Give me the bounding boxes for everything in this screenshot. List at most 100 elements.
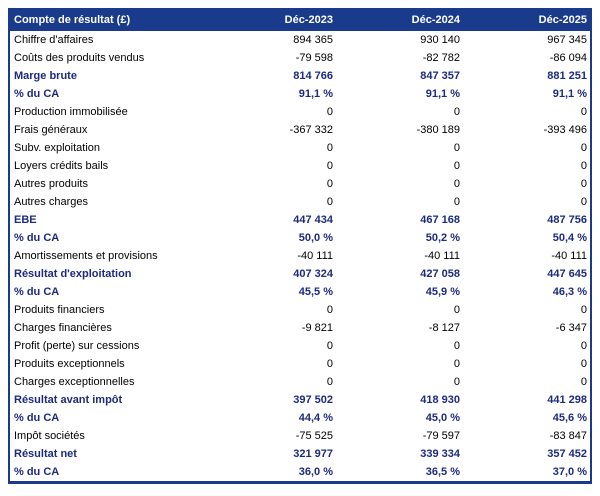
cell-value: 418 930 xyxy=(420,394,460,406)
table-row: Chiffre d'affaires 894 365 930 140 967 345 xyxy=(10,31,590,49)
cell-value: -79 597 xyxy=(422,430,460,442)
table-row: EBE 447 434 467 168 487 756 xyxy=(10,211,590,229)
cell-value: 467 168 xyxy=(420,214,460,226)
row-label: Impôt sociétés xyxy=(14,430,85,442)
row-label: % du CA xyxy=(14,412,60,424)
table-row: Frais généraux -367 332 -380 189 -393 496 xyxy=(10,121,590,139)
row-label: Produits financiers xyxy=(14,304,105,316)
cell-value: 0 xyxy=(580,196,587,208)
cell-value: 0 xyxy=(580,142,587,154)
row-label: EBE xyxy=(14,214,37,226)
table-row: Produits financiers 0 0 0 xyxy=(10,301,590,319)
cell-value: 814 766 xyxy=(293,70,333,82)
cell-value: 447 645 xyxy=(547,268,587,280)
column-header-dec-2023: Déc-2023 xyxy=(284,14,333,26)
cell-value: 397 502 xyxy=(293,394,333,406)
row-label: Produits exceptionnels xyxy=(14,358,125,370)
row-label: Résultat d'exploitation xyxy=(14,268,132,280)
table-row: % du CA 45,5 % 45,9 % 46,3 % xyxy=(10,283,590,301)
table-row: Marge brute 814 766 847 357 881 251 xyxy=(10,67,590,85)
table-row: % du CA 44,4 % 45,0 % 45,6 % xyxy=(10,409,590,427)
cell-value: 91,1 % xyxy=(298,88,333,100)
cell-value: -79 598 xyxy=(295,52,333,64)
cell-value: -40 111 xyxy=(424,250,460,262)
table-row: Résultat net 321 977 339 334 357 452 xyxy=(10,445,590,463)
row-label: Profit (perte) sur cessions xyxy=(14,340,140,352)
row-label: Résultat net xyxy=(14,448,77,460)
cell-value: 36,5 % xyxy=(425,466,460,478)
row-label: Coûts des produits vendus xyxy=(14,52,145,64)
cell-value: 847 357 xyxy=(420,70,460,82)
cell-value: -8 127 xyxy=(428,322,460,334)
cell-value: 0 xyxy=(453,304,460,316)
table-row: Profit (perte) sur cessions 0 0 0 xyxy=(10,337,590,355)
row-label: Autres charges xyxy=(14,196,88,208)
cell-value: -367 332 xyxy=(289,124,333,136)
row-label: Résultat avant impôt xyxy=(14,394,123,406)
cell-value: 91,1 % xyxy=(552,88,587,100)
cell-value: -83 847 xyxy=(549,430,587,442)
row-label: Marge brute xyxy=(14,70,77,82)
cell-value: 0 xyxy=(580,340,587,352)
row-label: Loyers crédits bails xyxy=(14,160,109,172)
row-label: Subv. exploitation xyxy=(14,142,101,154)
cell-value: 427 058 xyxy=(420,268,460,280)
cell-value: 0 xyxy=(326,142,333,154)
table-row: Impôt sociétés -75 525 -79 597 -83 847 xyxy=(10,427,590,445)
cell-value: 407 324 xyxy=(293,268,333,280)
row-label: Amortissements et provisions xyxy=(14,250,158,262)
row-label: % du CA xyxy=(14,466,60,478)
cell-value: 0 xyxy=(453,358,460,370)
table-row: % du CA 50,0 % 50,2 % 50,4 % xyxy=(10,229,590,247)
cell-value: 44,4 % xyxy=(298,412,333,424)
table-row: Résultat avant impôt 397 502 418 930 441 29… xyxy=(10,391,590,409)
cell-value: 50,4 % xyxy=(552,232,587,244)
cell-value: 339 334 xyxy=(420,448,460,460)
cell-value: 967 345 xyxy=(547,34,587,46)
column-header-dec-2024: Déc-2024 xyxy=(411,14,460,26)
cell-value: 0 xyxy=(580,358,587,370)
cell-value: 0 xyxy=(453,106,460,118)
row-label: Chiffre d'affaires xyxy=(14,34,94,46)
cell-value: 447 434 xyxy=(293,214,333,226)
cell-value: 91,1 % xyxy=(425,88,460,100)
cell-value: 0 xyxy=(453,196,460,208)
cell-value: 50,0 % xyxy=(298,232,333,244)
cell-value: 881 251 xyxy=(547,70,587,82)
cell-value: 0 xyxy=(453,160,460,172)
table-row: Coûts des produits vendus -79 598 -82 782 -… xyxy=(10,49,590,67)
table-row: Subv. exploitation 0 0 0 xyxy=(10,139,590,157)
cell-value: 36,0 % xyxy=(298,466,333,478)
cell-value: 0 xyxy=(453,142,460,154)
cell-value: 0 xyxy=(326,160,333,172)
table-row: Production immobilisée 0 0 0 xyxy=(10,103,590,121)
row-label: Charges exceptionnelles xyxy=(14,376,135,388)
table-row: % du CA 91,1 % 91,1 % 91,1 % xyxy=(10,85,590,103)
table-row: Charges exceptionnelles 0 0 0 xyxy=(10,373,590,391)
cell-value: -40 111 xyxy=(551,250,587,262)
row-label: Frais généraux xyxy=(14,124,88,136)
cell-value: 441 298 xyxy=(547,394,587,406)
cell-value: 0 xyxy=(326,196,333,208)
table-row: % du CA 36,0 % 36,5 % 37,0 % xyxy=(10,463,590,481)
row-label: Production immobilisée xyxy=(14,106,128,118)
cell-value: -86 094 xyxy=(549,52,587,64)
table-body: Chiffre d'affaires 894 365 930 140 967 345 C… xyxy=(10,31,590,481)
row-label: Charges financières xyxy=(14,322,112,334)
row-label: % du CA xyxy=(14,286,60,298)
cell-value: -393 496 xyxy=(543,124,587,136)
cell-value: 0 xyxy=(326,376,333,388)
cell-value: -75 525 xyxy=(295,430,333,442)
cell-value: 0 xyxy=(580,304,587,316)
cell-value: 321 977 xyxy=(293,448,333,460)
table-row: Charges financières -9 821 -8 127 -6 347 xyxy=(10,319,590,337)
cell-value: 45,5 % xyxy=(298,286,333,298)
table-row: Produits exceptionnels 0 0 0 xyxy=(10,355,590,373)
cell-value: 0 xyxy=(326,358,333,370)
cell-value: 46,3 % xyxy=(552,286,587,298)
row-label: % du CA xyxy=(14,232,60,244)
table-row: Amortissements et provisions -40 111 -40 1… xyxy=(10,247,590,265)
table-row: Autres charges 0 0 0 xyxy=(10,193,590,211)
cell-value: 0 xyxy=(326,340,333,352)
table-title: Compte de résultat (£) xyxy=(14,14,131,26)
